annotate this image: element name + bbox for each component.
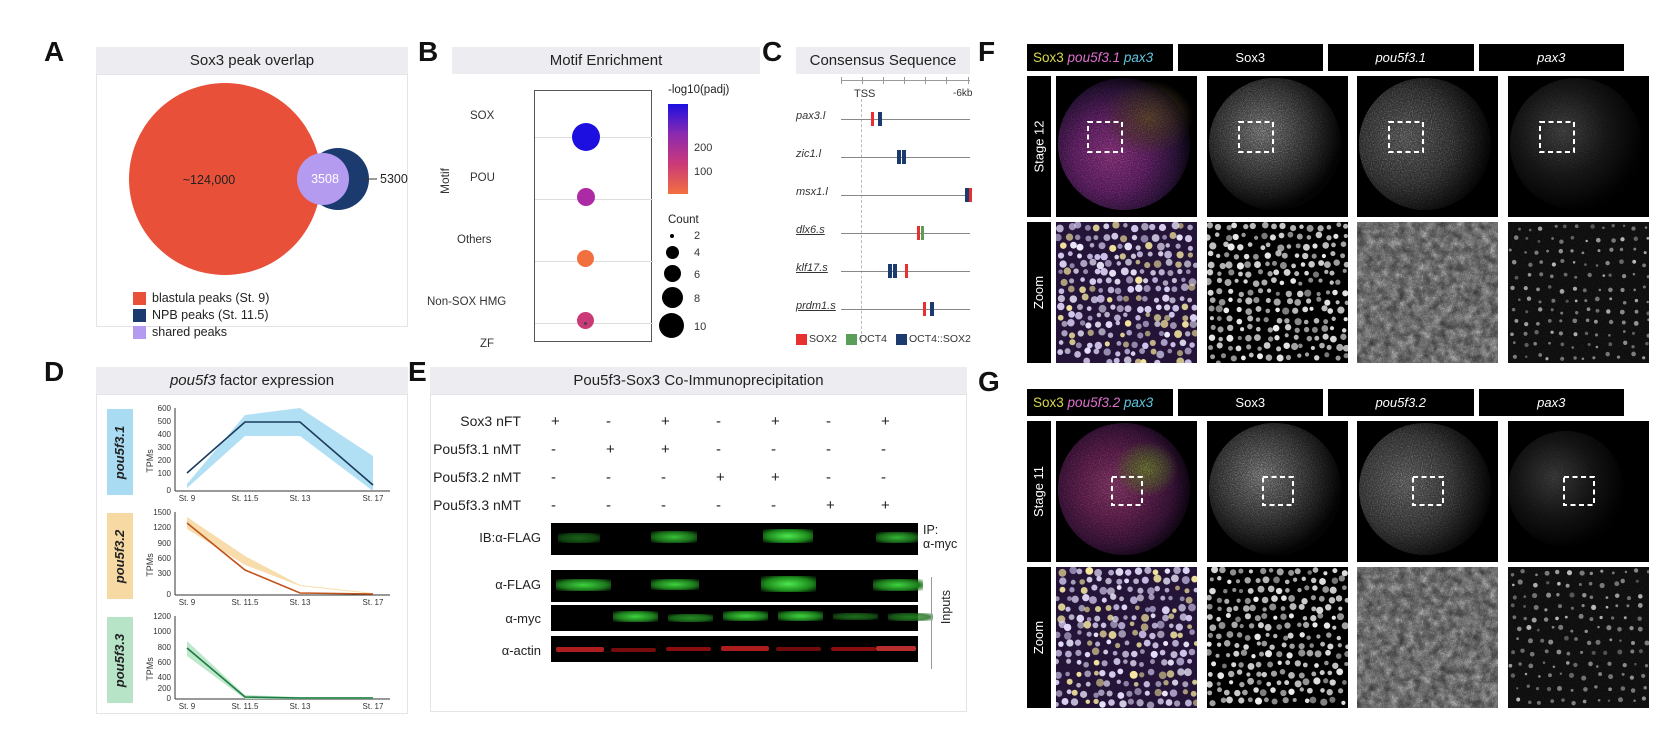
svg-text:St. 9: St. 9 [179,598,196,607]
svg-text:300: 300 [158,443,172,452]
svg-text:St. 13: St. 13 [290,702,311,711]
svg-text:1500: 1500 [153,508,171,517]
svg-text:600: 600 [158,404,172,413]
svg-text:TPMs: TPMs [145,657,155,681]
svg-text:800: 800 [158,643,172,652]
svg-text:TPMs: TPMs [145,553,155,577]
svg-text:St. 17: St. 17 [363,494,384,503]
svg-text:500: 500 [158,417,172,426]
svg-text:400: 400 [158,673,172,682]
svg-text:600: 600 [158,554,172,563]
svg-text:St. 11.5: St. 11.5 [232,702,260,711]
svg-text:0: 0 [167,694,172,703]
svg-text:~124,000: ~124,000 [183,173,236,187]
svg-text:TPMs: TPMs [145,449,155,473]
svg-text:St. 13: St. 13 [290,494,311,503]
svg-text:St. 17: St. 17 [363,598,384,607]
svg-text:St. 9: St. 9 [179,702,196,711]
svg-text:3508: 3508 [311,172,339,186]
svg-text:300: 300 [158,569,172,578]
svg-text:St. 9: St. 9 [179,494,196,503]
svg-text:0: 0 [167,486,172,495]
svg-text:1200: 1200 [153,523,171,532]
svg-text:1200: 1200 [153,612,171,621]
svg-text:5300: 5300 [380,172,408,186]
svg-text:St. 11.5: St. 11.5 [232,598,260,607]
svg-text:St. 13: St. 13 [290,598,311,607]
svg-text:1000: 1000 [153,627,171,636]
svg-text:600: 600 [158,658,172,667]
svg-text:200: 200 [158,456,172,465]
svg-text:100: 100 [158,469,172,478]
svg-text:0: 0 [167,590,172,599]
svg-text:400: 400 [158,430,172,439]
svg-text:St. 11.5: St. 11.5 [232,494,260,503]
svg-text:St. 17: St. 17 [363,702,384,711]
svg-text:900: 900 [158,539,172,548]
svg-text:200: 200 [158,684,172,693]
